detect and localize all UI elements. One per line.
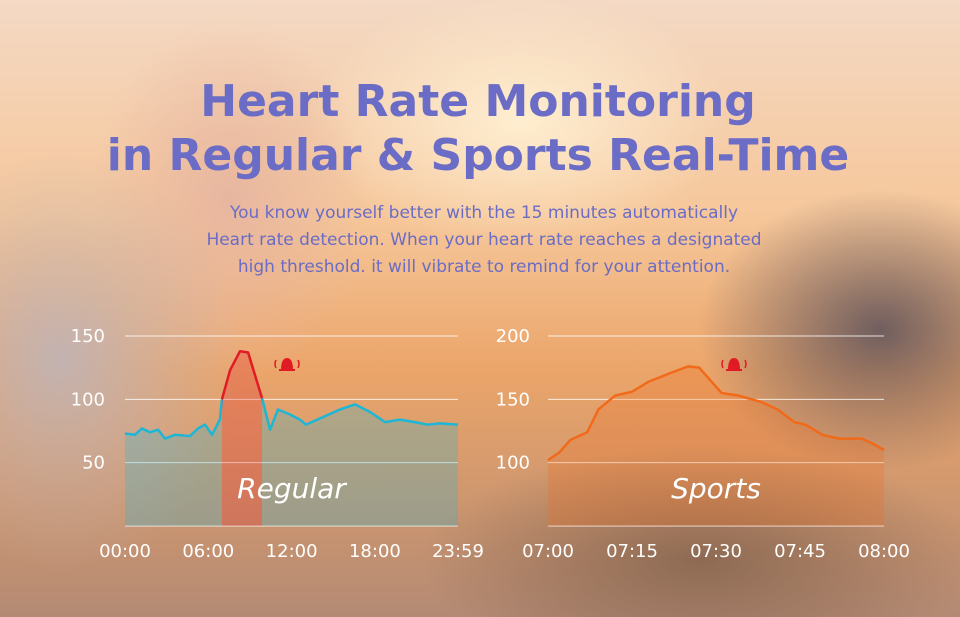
y-tick-label: 200 (496, 326, 530, 347)
area (221, 351, 262, 526)
x-tick-label: 18:00 (349, 541, 401, 562)
y-tick-label: 100 (496, 453, 530, 474)
description: high threshold. it will vibrate to remin… (238, 257, 730, 277)
x-tick-label: 07:30 (690, 541, 742, 562)
x-tick-label: 12:00 (266, 541, 318, 562)
area (125, 399, 222, 526)
y-tick-label: 50 (82, 453, 105, 474)
x-tick-label: 23:59 (432, 541, 484, 562)
x-tick-label: 07:15 (606, 541, 658, 562)
line (124, 399, 224, 440)
line (260, 397, 459, 431)
headline: in Regular & Sports Real-Time (107, 130, 849, 181)
headline: Heart Rate Monitoring (200, 76, 755, 127)
description: You know yourself better with the 15 min… (229, 203, 738, 223)
x-tick-label: 06:00 (182, 541, 234, 562)
x-tick-label: 07:45 (774, 541, 826, 562)
alarm-icon (274, 358, 300, 371)
y-tick-label: 150 (71, 326, 105, 347)
alarm-icon (721, 358, 747, 371)
x-tick-label: 00:00 (99, 541, 151, 562)
x-tick-label: 07:00 (522, 541, 574, 562)
area (261, 398, 458, 526)
area (548, 366, 884, 526)
description: Heart rate detection. When your heart ra… (206, 230, 761, 250)
y-tick-label: 100 (71, 389, 105, 410)
annotation: Sports (671, 472, 761, 505)
y-tick-label: 150 (496, 389, 530, 410)
line (547, 365, 885, 462)
x-tick-label: 08:00 (858, 541, 910, 562)
line (220, 349, 264, 400)
annotation: Regular (237, 472, 347, 505)
